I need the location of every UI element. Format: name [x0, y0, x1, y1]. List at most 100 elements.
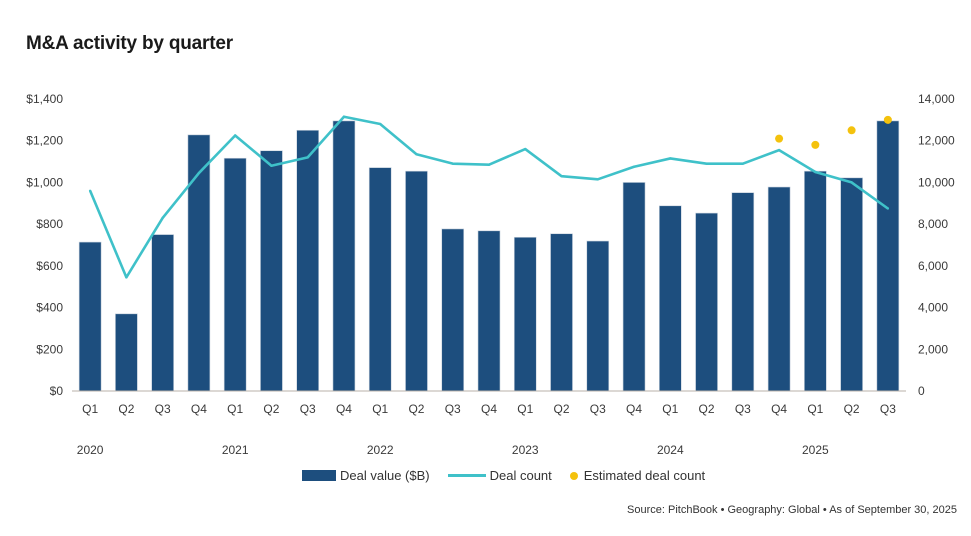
- x-axis-quarter-label: Q1: [372, 402, 388, 416]
- legend-bar-swatch: [302, 470, 336, 481]
- right-axis-tick-label: 8,000: [918, 217, 948, 231]
- bar-deal-value: [368, 167, 392, 392]
- line-point-deal-count: [487, 163, 491, 166]
- x-axis-quarter-label: Q1: [227, 402, 243, 416]
- bar-deal-value: [767, 186, 791, 392]
- line-point-deal-count: [306, 156, 309, 159]
- x-axis-quarter-label: Q2: [699, 402, 715, 416]
- x-axis-quarter-label: Q2: [844, 402, 860, 416]
- x-axis-quarter-label: Q4: [336, 402, 352, 416]
- chart-title: M&A activity by quarter: [26, 33, 233, 54]
- point-estimated-deal-count: [847, 126, 856, 135]
- legend-item-deal-value: Deal value ($B): [302, 468, 430, 483]
- x-axis-year-label: 2022: [367, 443, 394, 457]
- line-point-deal-count: [524, 147, 527, 151]
- bar-deal-value: [804, 170, 827, 392]
- x-axis-year-label: 2025: [802, 443, 829, 457]
- bar-deal-value: [876, 120, 900, 392]
- left-axis-tick-label: $600: [36, 259, 63, 273]
- bar-deal-value: [731, 192, 755, 392]
- legend-dot-swatch: [569, 471, 578, 480]
- right-axis-tick-label: 4,000: [918, 301, 948, 315]
- legend-label: Deal count: [489, 468, 552, 483]
- left-axis-tick-label: $1,400: [26, 92, 63, 106]
- chart-legend: Deal value ($B) Deal count Estimated dea…: [302, 468, 723, 483]
- x-axis-year-label: 2020: [77, 443, 104, 457]
- left-axis-tick-label: $400: [36, 301, 63, 315]
- x-axis-quarter-label: Q2: [554, 402, 570, 416]
- line-point-deal-count: [777, 148, 781, 152]
- x-axis-quarter-label: Q3: [735, 402, 751, 416]
- x-axis-quarter-label: Q2: [263, 402, 279, 416]
- line-point-deal-count: [270, 164, 273, 167]
- line-point-deal-count: [560, 174, 563, 178]
- line-point-deal-count: [197, 171, 201, 175]
- x-axis-quarter-label: Q4: [626, 402, 642, 416]
- x-axis-quarter-label: Q1: [517, 402, 533, 416]
- bar-deal-value: [296, 129, 319, 392]
- point-estimated-deal-count: [883, 115, 892, 124]
- line-point-deal-count: [451, 162, 454, 165]
- bar-deal-value: [115, 313, 138, 392]
- x-axis-quarter-label: Q4: [481, 402, 497, 416]
- bar-deal-value: [586, 240, 610, 392]
- bar-deal-value: [550, 233, 573, 392]
- bar-deal-value: [405, 170, 428, 392]
- line-point-deal-count: [886, 207, 890, 210]
- left-axis-tick-label: $1,200: [26, 134, 63, 148]
- x-axis-quarter-label: Q2: [408, 402, 424, 416]
- line-point-deal-count: [161, 216, 164, 220]
- source-note: Source: PitchBook • Geography: Global • …: [627, 504, 957, 516]
- bar-deal-value: [659, 205, 682, 392]
- x-axis-year-label: 2023: [512, 443, 539, 457]
- line-point-deal-count: [342, 115, 346, 118]
- x-axis-quarter-label: Q4: [191, 402, 207, 416]
- bar-deal-value: [151, 234, 174, 392]
- point-estimated-deal-count: [811, 140, 820, 149]
- legend-label: Deal value ($B): [340, 468, 430, 483]
- line-point-deal-count: [379, 122, 382, 126]
- bar-deal-value: [78, 241, 102, 392]
- line-point-deal-count: [632, 165, 636, 168]
- line-point-deal-count: [415, 153, 418, 156]
- legend-item-estimated: Estimated deal count: [569, 468, 706, 483]
- left-axis-tick-label: $0: [50, 384, 64, 398]
- line-point-deal-count: [88, 189, 92, 192]
- x-axis-year-label: 2021: [222, 443, 249, 457]
- line-point-deal-count: [741, 162, 745, 165]
- x-axis-quarter-label: Q3: [300, 402, 316, 416]
- bar-deal-value: [513, 236, 537, 392]
- point-estimated-deal-count: [775, 134, 784, 143]
- line-point-deal-count: [125, 276, 128, 279]
- line-point-deal-count: [705, 162, 708, 165]
- x-axis-quarter-label: Q3: [880, 402, 896, 416]
- x-axis-quarter-label: Q1: [662, 402, 678, 416]
- left-axis-tick-label: $1,000: [26, 175, 63, 189]
- line-point-deal-count: [669, 157, 672, 160]
- legend-line-swatch: [447, 474, 486, 477]
- bar-deal-value: [695, 212, 718, 392]
- right-axis-tick-label: 6,000: [918, 259, 948, 273]
- x-axis-quarter-label: Q3: [590, 402, 606, 416]
- right-axis-tick-label: 2,000: [918, 342, 948, 356]
- left-axis-tick-label: $200: [36, 342, 63, 356]
- bar-deal-value: [441, 228, 465, 392]
- x-axis-year-label: 2024: [657, 443, 684, 457]
- x-axis-quarter-label: Q1: [807, 402, 823, 416]
- bar-deal-value: [622, 182, 646, 392]
- line-point-deal-count: [814, 170, 817, 174]
- bar-deal-value: [332, 120, 356, 392]
- legend-label: Estimated deal count: [583, 468, 706, 483]
- x-axis-quarter-label: Q2: [118, 402, 134, 416]
- bar-deal-value: [223, 157, 247, 392]
- right-axis-tick-label: 12,000: [918, 134, 955, 148]
- x-axis-quarter-label: Q1: [82, 402, 98, 416]
- line-point-deal-count: [596, 178, 599, 181]
- bar-deal-value: [840, 177, 863, 392]
- line-point-deal-count: [850, 181, 853, 184]
- line-point-deal-count: [233, 134, 237, 137]
- right-axis-tick-label: 10,000: [918, 175, 955, 189]
- bar-deal-value: [477, 230, 501, 392]
- right-axis-tick-label: 0: [918, 384, 925, 398]
